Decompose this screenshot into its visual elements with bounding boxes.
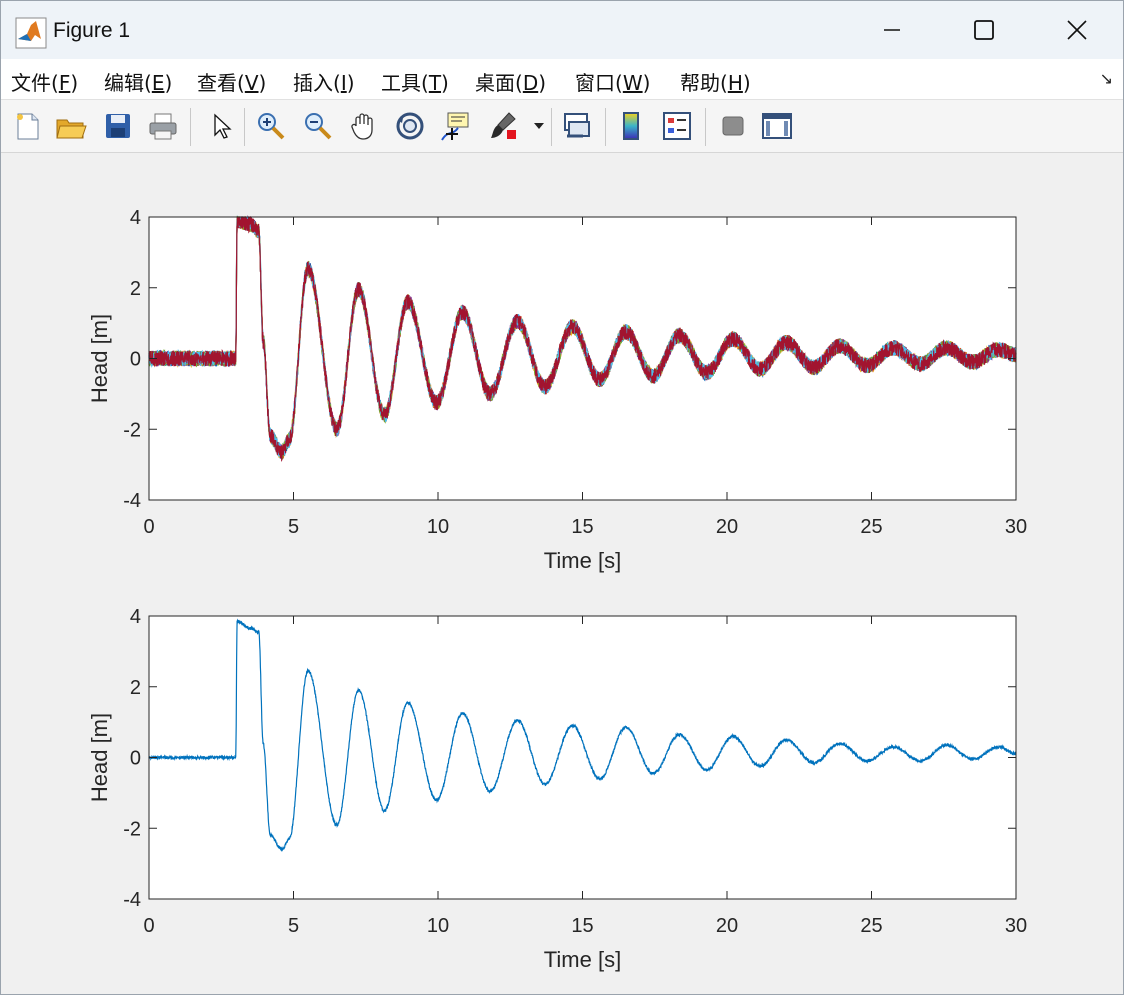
plot-area (149, 616, 1016, 899)
data-cursor-icon (441, 112, 469, 141)
menu-view[interactable]: 查看(V) (197, 71, 267, 95)
x-tick-label: 30 (1005, 915, 1027, 937)
print-icon (149, 113, 177, 140)
x-tick-label: 20 (716, 915, 738, 937)
toolbar-separator (244, 108, 245, 146)
y-tick-label: 2 (130, 278, 141, 300)
y-axis-label: Head [m] (87, 713, 112, 802)
print-button[interactable] (145, 108, 181, 144)
save-button[interactable] (100, 108, 136, 144)
toolbar-separator (190, 108, 191, 146)
toolbar-separator (705, 108, 706, 146)
zoom-out-button[interactable] (300, 108, 336, 144)
save-icon (106, 114, 130, 138)
title-bar[interactable]: Figure 1 (1, 1, 1123, 59)
toolbar-separator (605, 108, 606, 146)
menu-help[interactable]: 帮助(H) (680, 71, 751, 95)
menu-insert[interactable]: 插入(I) (293, 71, 355, 95)
link-plot-button[interactable] (559, 108, 595, 144)
y-tick-label: -4 (123, 889, 141, 911)
x-tick-label: 0 (143, 915, 154, 937)
series-group (148, 618, 1017, 852)
new-figure-icon (17, 113, 39, 140)
x-tick-label: 10 (427, 915, 449, 937)
x-tick-label: 15 (571, 915, 593, 937)
menu-window[interactable]: 窗口(W) (575, 71, 651, 95)
close-button[interactable] (1031, 1, 1123, 59)
axes-2[interactable]: 0 5 10 15 20 25 30 -4 -2 0 2 4 Time [s] Head [m] (87, 606, 1027, 972)
y-tick-label: 0 (130, 349, 141, 371)
show-plot-tools-icon (762, 113, 792, 139)
y-tick-label: 0 (130, 748, 141, 770)
y-tick-label: -2 (123, 419, 141, 441)
x-tick-label: 25 (860, 915, 882, 937)
brush-icon (491, 112, 516, 139)
x-tick-label: 10 (427, 516, 449, 538)
toolbar-separator (551, 108, 552, 146)
brush-dropdown-icon (534, 123, 544, 129)
pan-button[interactable] (346, 108, 382, 144)
zoom-in-icon (258, 113, 285, 140)
open-file-button[interactable] (53, 108, 89, 144)
x-tick-label: 5 (288, 516, 299, 538)
x-axis-label: Time [s] (544, 548, 621, 573)
y-tick-label: 4 (130, 606, 141, 628)
x-tick-label: 5 (288, 915, 299, 937)
rotate-3d-button[interactable] (392, 108, 428, 144)
x-tick-label: 20 (716, 516, 738, 538)
x-tick-label: 15 (571, 516, 593, 538)
colorbar-button[interactable] (614, 108, 650, 144)
menu-file[interactable]: 文件(F) (11, 71, 79, 95)
y-tick-label: -4 (123, 490, 141, 512)
close-icon (1067, 20, 1087, 40)
brush-button[interactable] (485, 108, 521, 144)
hide-plot-tools-icon (722, 116, 744, 136)
data-series-line (148, 215, 1017, 462)
minimize-icon (884, 29, 900, 31)
data-cursor-button[interactable] (438, 108, 474, 144)
x-tick-label: 25 (860, 516, 882, 538)
y-tick-label: 4 (130, 207, 141, 229)
minimize-button[interactable] (846, 1, 938, 59)
menu-tools[interactable]: 工具(T) (381, 71, 449, 95)
brush-dropdown-button[interactable] (529, 108, 549, 144)
x-tick-label: 0 (143, 516, 154, 538)
menu-bar: 文件(F) 编辑(E) 查看(V) 插入(I) 工具(T) 桌面(D) 窗口(W… (1, 59, 1123, 100)
new-figure-button[interactable] (9, 108, 45, 144)
pointer-button[interactable] (203, 108, 239, 144)
rotate-3d-icon (396, 112, 424, 140)
hide-plot-tools-button[interactable] (715, 108, 751, 144)
dock-figure-icon[interactable]: ↘ (1099, 69, 1113, 88)
series-group (148, 214, 1017, 462)
axes-1[interactable]: 0 5 10 15 20 25 30 -4 -2 0 2 4 Time [s] Head [m] (87, 207, 1027, 573)
menu-desktop[interactable]: 桌面(D) (475, 71, 547, 95)
x-axis-label: Time [s] (544, 947, 621, 972)
figure-canvas: 0 5 10 15 20 25 30 -4 -2 0 2 4 Time [s] Head [m] 0 5 10 1… (1, 153, 1123, 994)
legend-icon (663, 112, 691, 140)
pointer-icon (214, 113, 232, 139)
maximize-button[interactable] (938, 1, 1030, 59)
y-axis-label: Head [m] (87, 314, 112, 403)
matlab-logo-icon (15, 17, 47, 49)
maximize-icon (974, 20, 994, 40)
data-series-line (148, 618, 1017, 852)
show-plot-tools-button[interactable] (759, 108, 795, 144)
pan-hand-icon (351, 113, 373, 140)
x-tick-label: 30 (1005, 516, 1027, 538)
link-plot-icon (564, 113, 590, 138)
legend-button[interactable] (659, 108, 695, 144)
figure-toolbar (1, 100, 1123, 153)
zoom-out-icon (305, 113, 332, 140)
colorbar-icon (623, 112, 639, 140)
menu-edit[interactable]: 编辑(E) (104, 71, 173, 95)
y-tick-label: 2 (130, 677, 141, 699)
zoom-in-button[interactable] (253, 108, 289, 144)
window-title: Figure 1 (53, 19, 131, 42)
open-file-icon (56, 119, 87, 139)
y-tick-label: -2 (123, 818, 141, 840)
